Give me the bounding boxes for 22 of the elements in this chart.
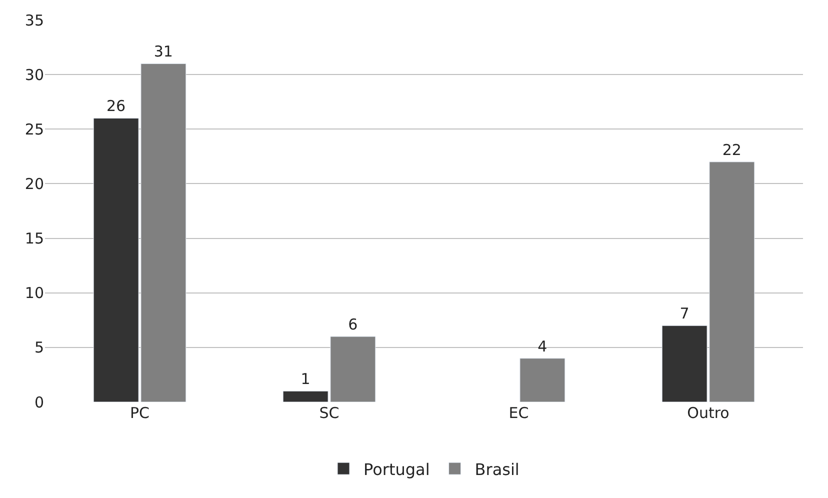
y-tick-label: 30	[24, 66, 44, 84]
bar	[520, 358, 566, 402]
y-tick-label: 5	[34, 338, 44, 357]
data-label: 4	[538, 337, 548, 356]
legend-label: Portugal	[364, 460, 430, 479]
data-label: 22	[722, 140, 742, 159]
y-tick-label: 10	[24, 284, 44, 302]
y-tick-label: 0	[34, 393, 44, 412]
y-tick-label: 20	[24, 174, 44, 193]
x-tick-label: Outro	[687, 404, 730, 422]
data-label: 31	[154, 42, 173, 61]
y-tick-label: 35	[24, 11, 44, 30]
x-tick-label: PC	[130, 404, 150, 422]
data-label: 26	[106, 97, 126, 116]
y-tick-label: 25	[24, 120, 44, 138]
x-tick-label: SC	[319, 404, 340, 422]
data-label: 7	[680, 304, 690, 323]
y-tick-label: 15	[24, 230, 44, 248]
x-tick-label: EC	[508, 404, 529, 422]
data-label: 1	[300, 370, 310, 388]
legend-label: Brasil	[474, 460, 520, 479]
data-label: 6	[348, 316, 358, 334]
